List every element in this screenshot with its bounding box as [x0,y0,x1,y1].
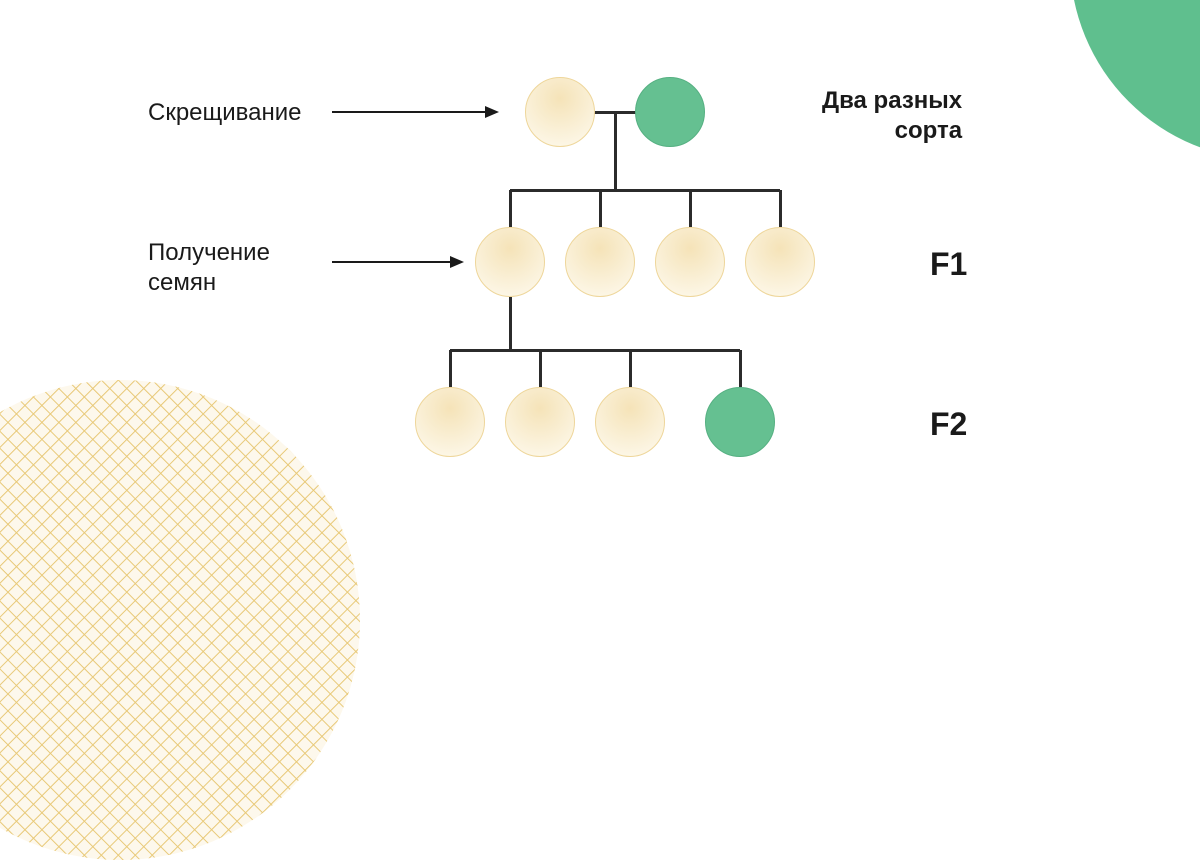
hatch-pattern-icon [0,380,360,860]
node-f2b [505,387,575,457]
node-f2c [595,387,665,457]
label-seeds-line2: семян [148,269,216,296]
connector-v [689,190,692,227]
label-f2: F2 [930,404,967,444]
connector-v [449,350,452,387]
label-f1: F1 [930,244,967,284]
connector-h [450,349,740,352]
label-parents-line1: Два разных [822,87,962,114]
label-seeds-line1: Получение [148,239,270,266]
connector-v [539,350,542,387]
node-p2 [635,77,705,147]
node-f2d [705,387,775,457]
node-f2a [415,387,485,457]
connector-v [779,190,782,227]
decor-green-blob [1070,0,1200,160]
arrow-head-icon [450,256,464,268]
arrow-line-icon [332,261,460,263]
connector-v [739,350,742,387]
label-seeds: Получение семян [148,238,270,298]
label-parents: Два разных сорта [822,86,962,146]
connector-v [629,350,632,387]
node-f1d [745,227,815,297]
node-p1 [525,77,595,147]
node-f1a [475,227,545,297]
connector-v [614,112,617,190]
connector-v [509,190,512,227]
node-f1c [655,227,725,297]
arrow-line-icon [332,111,495,113]
decor-hatch-blob [0,380,360,860]
label-crossing: Скрещивание [148,98,302,128]
connector-h [510,189,780,192]
node-f1b [565,227,635,297]
connector-v [599,190,602,227]
arrow-head-icon [485,106,499,118]
label-parents-line2: сорта [895,117,962,144]
connector-v [509,297,512,350]
